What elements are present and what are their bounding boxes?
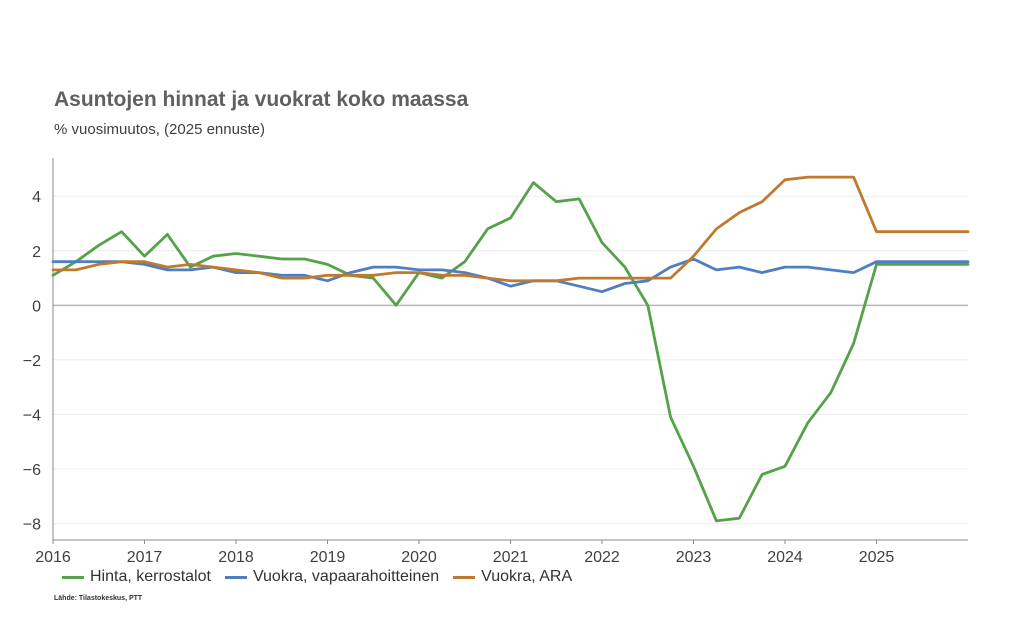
series-lines — [51, 175, 970, 523]
series-line-vuokra-ara — [51, 175, 970, 283]
legend-item-hinta: Hinta, kerrostalot — [62, 568, 211, 586]
y-tick-label: −8 — [23, 517, 41, 534]
x-tick-label: 2023 — [676, 549, 712, 566]
x-tick-label: 2017 — [127, 549, 163, 566]
legend-label-hinta: Hinta, kerrostalot — [90, 568, 211, 585]
gridlines — [53, 195, 968, 525]
tick-labels: −8 −6 −4 −2 0 2 4 2016 2017 2018 2019 2020 2021 2022 2… — [23, 189, 895, 566]
legend-label-vuokra-vapaarahoitteinen: Vuokra, vapaarahoitteinen — [252, 568, 440, 585]
legend-item-vuokra-ara: Vuokra, ARA — [453, 568, 572, 586]
y-tick-label: −4 — [23, 407, 41, 424]
series-line-hinta-kerrostalot — [51, 181, 970, 523]
chart-title: Asuntojen hinnat ja vuokrat koko maassa — [54, 88, 469, 111]
x-tick-label: 2021 — [493, 549, 529, 566]
x-tick-label: 2022 — [584, 549, 620, 566]
source-note: Lähde: Tilastokeskus, PTT — [54, 595, 143, 602]
x-tick-label: 2020 — [401, 549, 437, 566]
y-tick-label: −6 — [23, 462, 41, 479]
legend-swatch-hinta — [62, 575, 84, 579]
x-tick-label: 2025 — [859, 549, 895, 566]
chart-subtitle: % vuosimuutos, (2025 ennuste) — [54, 121, 265, 138]
axes — [52, 158, 968, 544]
x-tick-label: 2016 — [35, 549, 71, 566]
y-tick-label: 0 — [32, 298, 41, 315]
legend-swatch-vuokra-ara — [453, 575, 476, 579]
x-tick-label: 2024 — [767, 549, 803, 566]
y-tick-label: 2 — [32, 244, 41, 261]
legend-label-vuokra-ara: Vuokra, ARA — [481, 568, 573, 585]
legend-item-vuokra-vapaarahoitteinen: Vuokra, vapaarahoitteinen — [224, 568, 440, 586]
y-tick-label: −2 — [23, 353, 41, 370]
y-tick-label: 4 — [32, 189, 41, 206]
legend-swatch-vuokra-vapaarahoitteinen — [224, 575, 247, 579]
legend: Hinta, kerrostalot Vuokra, vapaarahoitte… — [62, 568, 586, 586]
x-tick-label: 2018 — [218, 549, 254, 566]
x-tick-label: 2019 — [310, 549, 346, 566]
series-line-vuokra-vapaarahoitteinen — [51, 257, 970, 294]
